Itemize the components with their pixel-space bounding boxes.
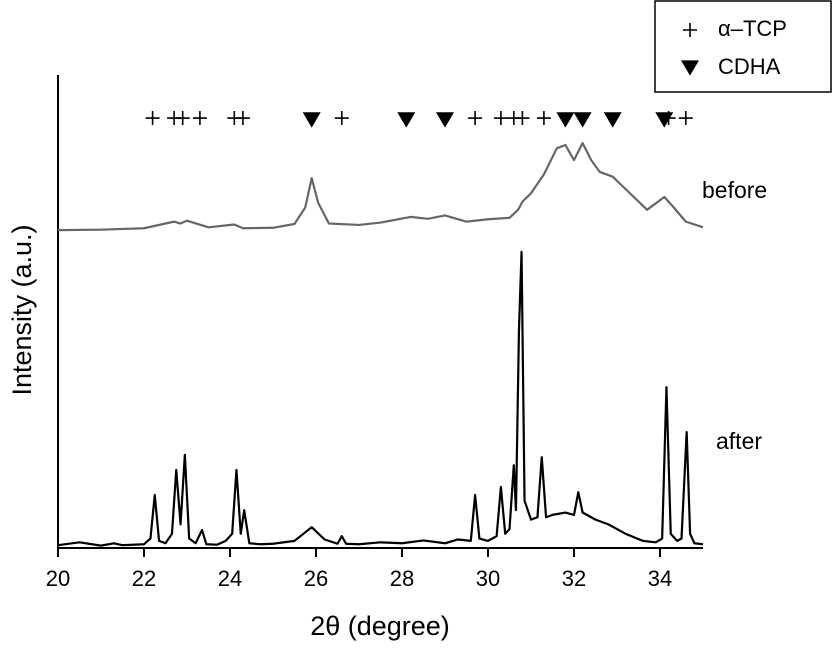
series-line bbox=[57, 142, 704, 232]
marker-triangle bbox=[573, 112, 592, 128]
marker-triangle bbox=[603, 112, 622, 128]
marker-triangle bbox=[397, 112, 416, 128]
marker-plus bbox=[536, 111, 551, 126]
marker-triangle bbox=[436, 112, 454, 128]
x-axis-label: 2θ (degree) bbox=[310, 611, 450, 641]
legend-label: CDHA bbox=[718, 54, 781, 79]
marker-triangle bbox=[302, 112, 321, 128]
marker-plus bbox=[192, 111, 207, 126]
series-line bbox=[57, 250, 704, 547]
x-tick-label: 22 bbox=[132, 566, 156, 591]
marker-triangle bbox=[681, 60, 699, 76]
marker-plus bbox=[334, 111, 349, 126]
y-axis-label: Intensity (a.u.) bbox=[7, 224, 37, 395]
marker-plus bbox=[678, 111, 693, 126]
marker-plus bbox=[468, 111, 483, 126]
x-tick-label: 32 bbox=[562, 566, 586, 591]
x-tick-label: 34 bbox=[648, 566, 672, 591]
marker-triangle bbox=[556, 112, 575, 128]
marker-plus bbox=[515, 111, 530, 126]
series-label: after bbox=[716, 428, 762, 454]
series-label: before bbox=[702, 177, 767, 203]
legend-box bbox=[654, 0, 832, 93]
marker-plus bbox=[145, 111, 160, 126]
marker-plus bbox=[235, 111, 250, 126]
marker-plus bbox=[683, 23, 697, 37]
legend-label: α–TCP bbox=[718, 16, 787, 41]
x-tick-label: 28 bbox=[390, 566, 414, 591]
x-tick-label: 24 bbox=[218, 566, 242, 591]
x-tick-label: 26 bbox=[304, 566, 328, 591]
x-tick-label: 30 bbox=[476, 566, 500, 591]
marker-plus bbox=[493, 111, 508, 126]
x-tick-label: 20 bbox=[46, 566, 70, 591]
marker-plus bbox=[175, 111, 190, 126]
marker-triangle bbox=[655, 112, 674, 128]
